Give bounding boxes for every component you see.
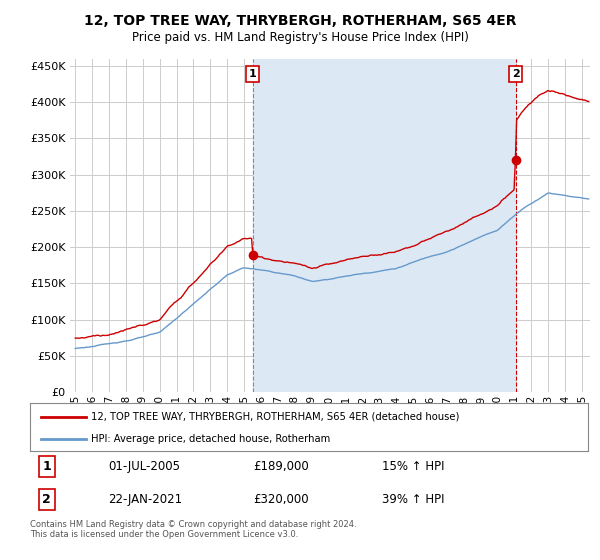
Text: 2: 2 [512,69,520,79]
Text: 2: 2 [43,493,51,506]
Bar [253,59,516,392]
Text: 22-JAN-2021: 22-JAN-2021 [108,493,182,506]
Text: HPI: Average price, detached house, Rotherham: HPI: Average price, detached house, Roth… [91,434,331,444]
Text: £189,000: £189,000 [253,460,309,473]
Text: 12, TOP TREE WAY, THRYBERGH, ROTHERHAM, S65 4ER: 12, TOP TREE WAY, THRYBERGH, ROTHERHAM, … [84,14,516,28]
Text: 15% ↑ HPI: 15% ↑ HPI [382,460,444,473]
Text: 39% ↑ HPI: 39% ↑ HPI [382,493,444,506]
Text: 01-JUL-2005: 01-JUL-2005 [108,460,180,473]
Text: Contains HM Land Registry data © Crown copyright and database right 2024.
This d: Contains HM Land Registry data © Crown c… [30,520,356,539]
Text: 1: 1 [249,69,256,79]
Text: 1: 1 [43,460,51,473]
Text: 12, TOP TREE WAY, THRYBERGH, ROTHERHAM, S65 4ER (detached house): 12, TOP TREE WAY, THRYBERGH, ROTHERHAM, … [91,412,460,422]
Text: Price paid vs. HM Land Registry's House Price Index (HPI): Price paid vs. HM Land Registry's House … [131,31,469,44]
Text: £320,000: £320,000 [253,493,309,506]
